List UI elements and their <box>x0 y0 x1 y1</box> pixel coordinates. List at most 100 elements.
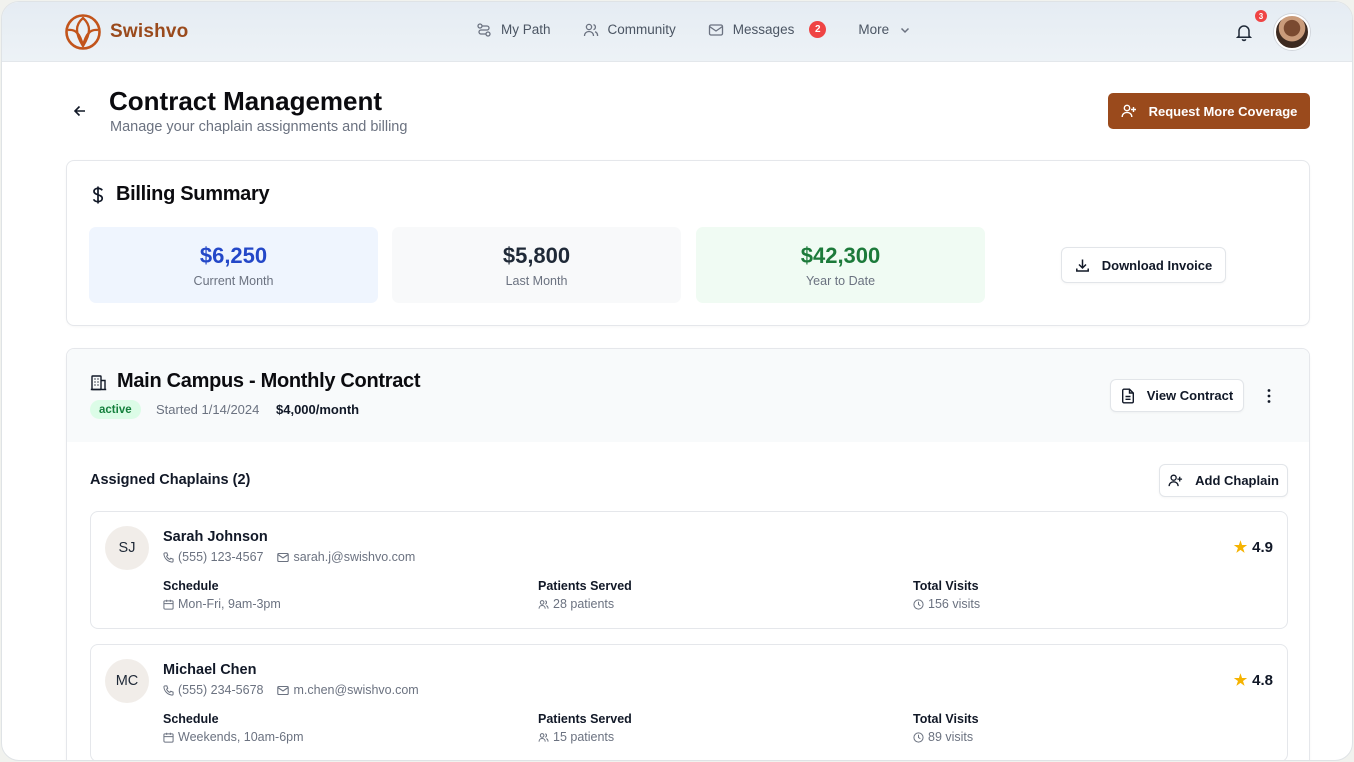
view-contract-button[interactable]: View Contract <box>1110 379 1244 412</box>
chaplain-contact: (555) 123-4567 sarah.j@swishvo.com <box>163 550 429 564</box>
chaplain-phone: (555) 123-4567 <box>178 550 264 564</box>
nav-more[interactable]: More <box>858 22 912 37</box>
stat-current-month-label: Current Month <box>193 273 274 288</box>
logo[interactable]: Swishvo <box>64 13 188 51</box>
chaplain-email[interactable]: sarah.j@swishvo.com <box>293 550 416 564</box>
chaplain-email[interactable]: m.chen@swishvo.com <box>293 683 419 697</box>
document-icon <box>1121 388 1134 403</box>
stat-last-month-value: $5,800 <box>502 242 571 268</box>
path-icon <box>477 22 491 37</box>
mail-icon <box>277 552 290 562</box>
download-invoice-button[interactable]: Download Invoice <box>1061 247 1226 283</box>
schedule-metric: Schedule Mon-Fri, 9am-3pm <box>163 579 281 611</box>
star-icon: ★ <box>1233 672 1248 689</box>
billing-summary-title: Billing Summary <box>116 183 270 205</box>
visits-label: Total Visits <box>913 579 979 593</box>
contract-heading: Main Campus - Monthly Contract <box>90 370 421 393</box>
nav-more-label: More <box>858 22 890 37</box>
rating-value: 4.8 <box>1252 671 1273 689</box>
visits-metric: Total Visits 89 visits <box>913 712 979 744</box>
calendar-icon <box>163 732 174 743</box>
billing-summary-heading: Billing Summary <box>90 183 270 206</box>
users-icon <box>538 599 549 609</box>
chaplain-contact: (555) 234-5678 m.chen@swishvo.com <box>163 683 433 697</box>
rating-value: 4.9 <box>1252 538 1273 556</box>
schedule-metric: Schedule Weekends, 10am-6pm <box>163 712 304 744</box>
nav-my-path-label: My Path <box>501 22 551 37</box>
stat-current-month: $6,250 Current Month <box>89 227 378 303</box>
nav-my-path[interactable]: My Path <box>476 22 551 38</box>
chaplain-card[interactable]: SJ Sarah Johnson (555) 123-4567 sarah.j@… <box>90 511 1288 629</box>
app-name: Swishvo <box>110 21 189 42</box>
stat-year-to-date: $42,300 Year to Date <box>696 227 985 303</box>
request-more-coverage-button[interactable]: Request More Coverage <box>1108 93 1310 129</box>
add-chaplain-label: Add Chaplain <box>1195 473 1279 488</box>
patients-metric: Patients Served 28 patients <box>538 579 632 611</box>
chaplain-rating: ★ 4.9 <box>1233 538 1273 557</box>
stat-year-to-date-label: Year to Date <box>805 273 876 288</box>
patients-value: 28 patients <box>553 597 615 611</box>
more-options-icon[interactable] <box>1259 387 1279 405</box>
page-subtitle: Manage your chaplain assignments and bil… <box>110 119 408 135</box>
mail-icon <box>708 23 723 36</box>
nav-community[interactable]: Community <box>583 22 676 38</box>
download-invoice-label: Download Invoice <box>1101 257 1213 273</box>
schedule-value: Mon-Fri, 9am-3pm <box>178 597 281 611</box>
add-user-icon <box>1121 104 1136 118</box>
schedule-label: Schedule <box>163 579 219 593</box>
clock-icon <box>913 598 924 610</box>
contract-header: Main Campus - Monthly Contract active St… <box>67 349 1309 442</box>
patients-label: Patients Served <box>538 712 632 726</box>
avatar: SJ <box>105 526 149 570</box>
mail-icon <box>277 685 290 695</box>
notification-count-badge: 3 <box>1255 10 1267 22</box>
clock-icon <box>913 731 924 743</box>
chevron-down-icon <box>901 27 910 33</box>
contract-start-date: Started 1/14/2024 <box>156 402 260 417</box>
visits-value: 156 visits <box>928 597 981 611</box>
calendar-icon <box>163 599 174 610</box>
stat-year-to-date-value: $42,300 <box>800 242 881 268</box>
page-title: Contract Management <box>109 86 383 116</box>
phone-icon <box>163 551 174 563</box>
chaplain-rating: ★ 4.8 <box>1233 671 1273 690</box>
contract-rate: $4,000/month <box>276 402 360 417</box>
request-more-coverage-label: Request More Coverage <box>1148 103 1298 119</box>
view-contract-label: View Contract <box>1146 388 1234 403</box>
add-chaplain-button[interactable]: Add Chaplain <box>1159 464 1288 497</box>
visits-value: 89 visits <box>928 730 974 744</box>
users-icon <box>538 732 549 742</box>
chaplain-card[interactable]: MC Michael Chen (555) 234-5678 m.chen@sw… <box>90 644 1288 760</box>
contract-title: Main Campus - Monthly Contract <box>117 370 421 392</box>
visits-metric: Total Visits 156 visits <box>913 579 980 611</box>
stat-last-month: $5,800 Last Month <box>392 227 681 303</box>
star-icon: ★ <box>1233 539 1248 556</box>
nav-community-label: Community <box>607 22 676 37</box>
assigned-chaplains-heading: Assigned Chaplains (2) <box>90 472 251 488</box>
stat-last-month-label: Last Month <box>505 273 568 288</box>
contract-card: Main Campus - Monthly Contract active St… <box>66 348 1310 760</box>
messages-count-badge: 2 <box>809 21 827 38</box>
top-navbar: Swishvo My Path Community <box>2 2 1352 62</box>
logo-icon <box>65 14 101 50</box>
patients-metric: Patients Served 15 patients <box>538 712 632 744</box>
chaplain-phone: (555) 234-5678 <box>178 683 264 697</box>
back-arrow-icon[interactable] <box>73 104 87 118</box>
add-user-icon <box>1168 474 1183 487</box>
user-avatar[interactable] <box>1274 14 1310 50</box>
avatar: MC <box>105 659 149 703</box>
patients-value: 15 patients <box>553 730 615 744</box>
bell-icon[interactable] <box>1234 22 1254 42</box>
billing-summary-card: Billing Summary $6,250 Current Month $5,… <box>66 160 1310 326</box>
phone-icon <box>163 684 174 696</box>
chaplain-name: Sarah Johnson <box>163 529 268 545</box>
nav-messages[interactable]: Messages 2 <box>708 21 827 38</box>
status-badge: active <box>90 400 141 419</box>
visits-label: Total Visits <box>913 712 979 726</box>
building-icon <box>90 374 107 390</box>
schedule-label: Schedule <box>163 712 219 726</box>
schedule-value: Weekends, 10am-6pm <box>178 730 304 744</box>
nav-messages-label: Messages <box>732 22 795 37</box>
users-icon <box>583 23 598 36</box>
